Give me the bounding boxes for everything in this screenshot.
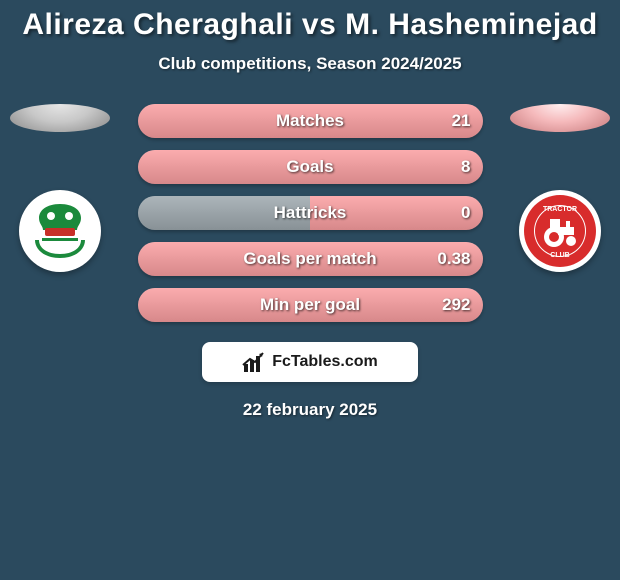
brand-text: FcTables.com	[272, 353, 378, 371]
tractor-logo-icon: TRACTOR CLUB	[522, 193, 598, 269]
stat-right-value: 0.38	[437, 249, 470, 269]
stat-bar: Min per goal 292	[138, 288, 483, 322]
date-text: 22 february 2025	[0, 400, 620, 420]
stats-area: TRACTOR CLUB Matches 21 Goals 8 Hattricks 0 Go…	[0, 104, 620, 322]
bar-chart-icon	[242, 350, 266, 374]
stat-right-value: 8	[461, 157, 470, 177]
page-title: Alireza Cheraghali vs M. Hasheminejad	[0, 0, 620, 42]
right-player-oval	[510, 104, 610, 132]
subtitle: Club competitions, Season 2024/2025	[0, 54, 620, 74]
left-team-column	[10, 104, 110, 272]
stat-name: Hattricks	[274, 203, 347, 223]
stat-right-value: 292	[442, 295, 470, 315]
stat-name: Min per goal	[260, 295, 360, 315]
stat-name: Matches	[276, 111, 344, 131]
right-team-column: TRACTOR CLUB	[510, 104, 610, 272]
right-club-logo: TRACTOR CLUB	[519, 190, 601, 272]
svg-text:TRACTOR: TRACTOR	[543, 206, 577, 213]
stat-bar: Matches 21	[138, 104, 483, 138]
stat-bar: Hattricks 0	[138, 196, 483, 230]
stat-name: Goals	[286, 157, 333, 177]
left-club-logo	[19, 190, 101, 272]
stat-right-value: 21	[452, 111, 471, 131]
brand-box: FcTables.com	[202, 342, 418, 382]
stat-bars-container: Matches 21 Goals 8 Hattricks 0 Goals per match…	[138, 104, 483, 322]
stat-bar: Goals per match 0.38	[138, 242, 483, 276]
stat-bar: Goals 8	[138, 150, 483, 184]
svg-text:CLUB: CLUB	[550, 252, 569, 259]
stat-name: Goals per match	[243, 249, 376, 269]
zobahan-logo-icon	[25, 196, 95, 266]
left-player-oval	[10, 104, 110, 132]
stat-right-value: 0	[461, 203, 470, 223]
